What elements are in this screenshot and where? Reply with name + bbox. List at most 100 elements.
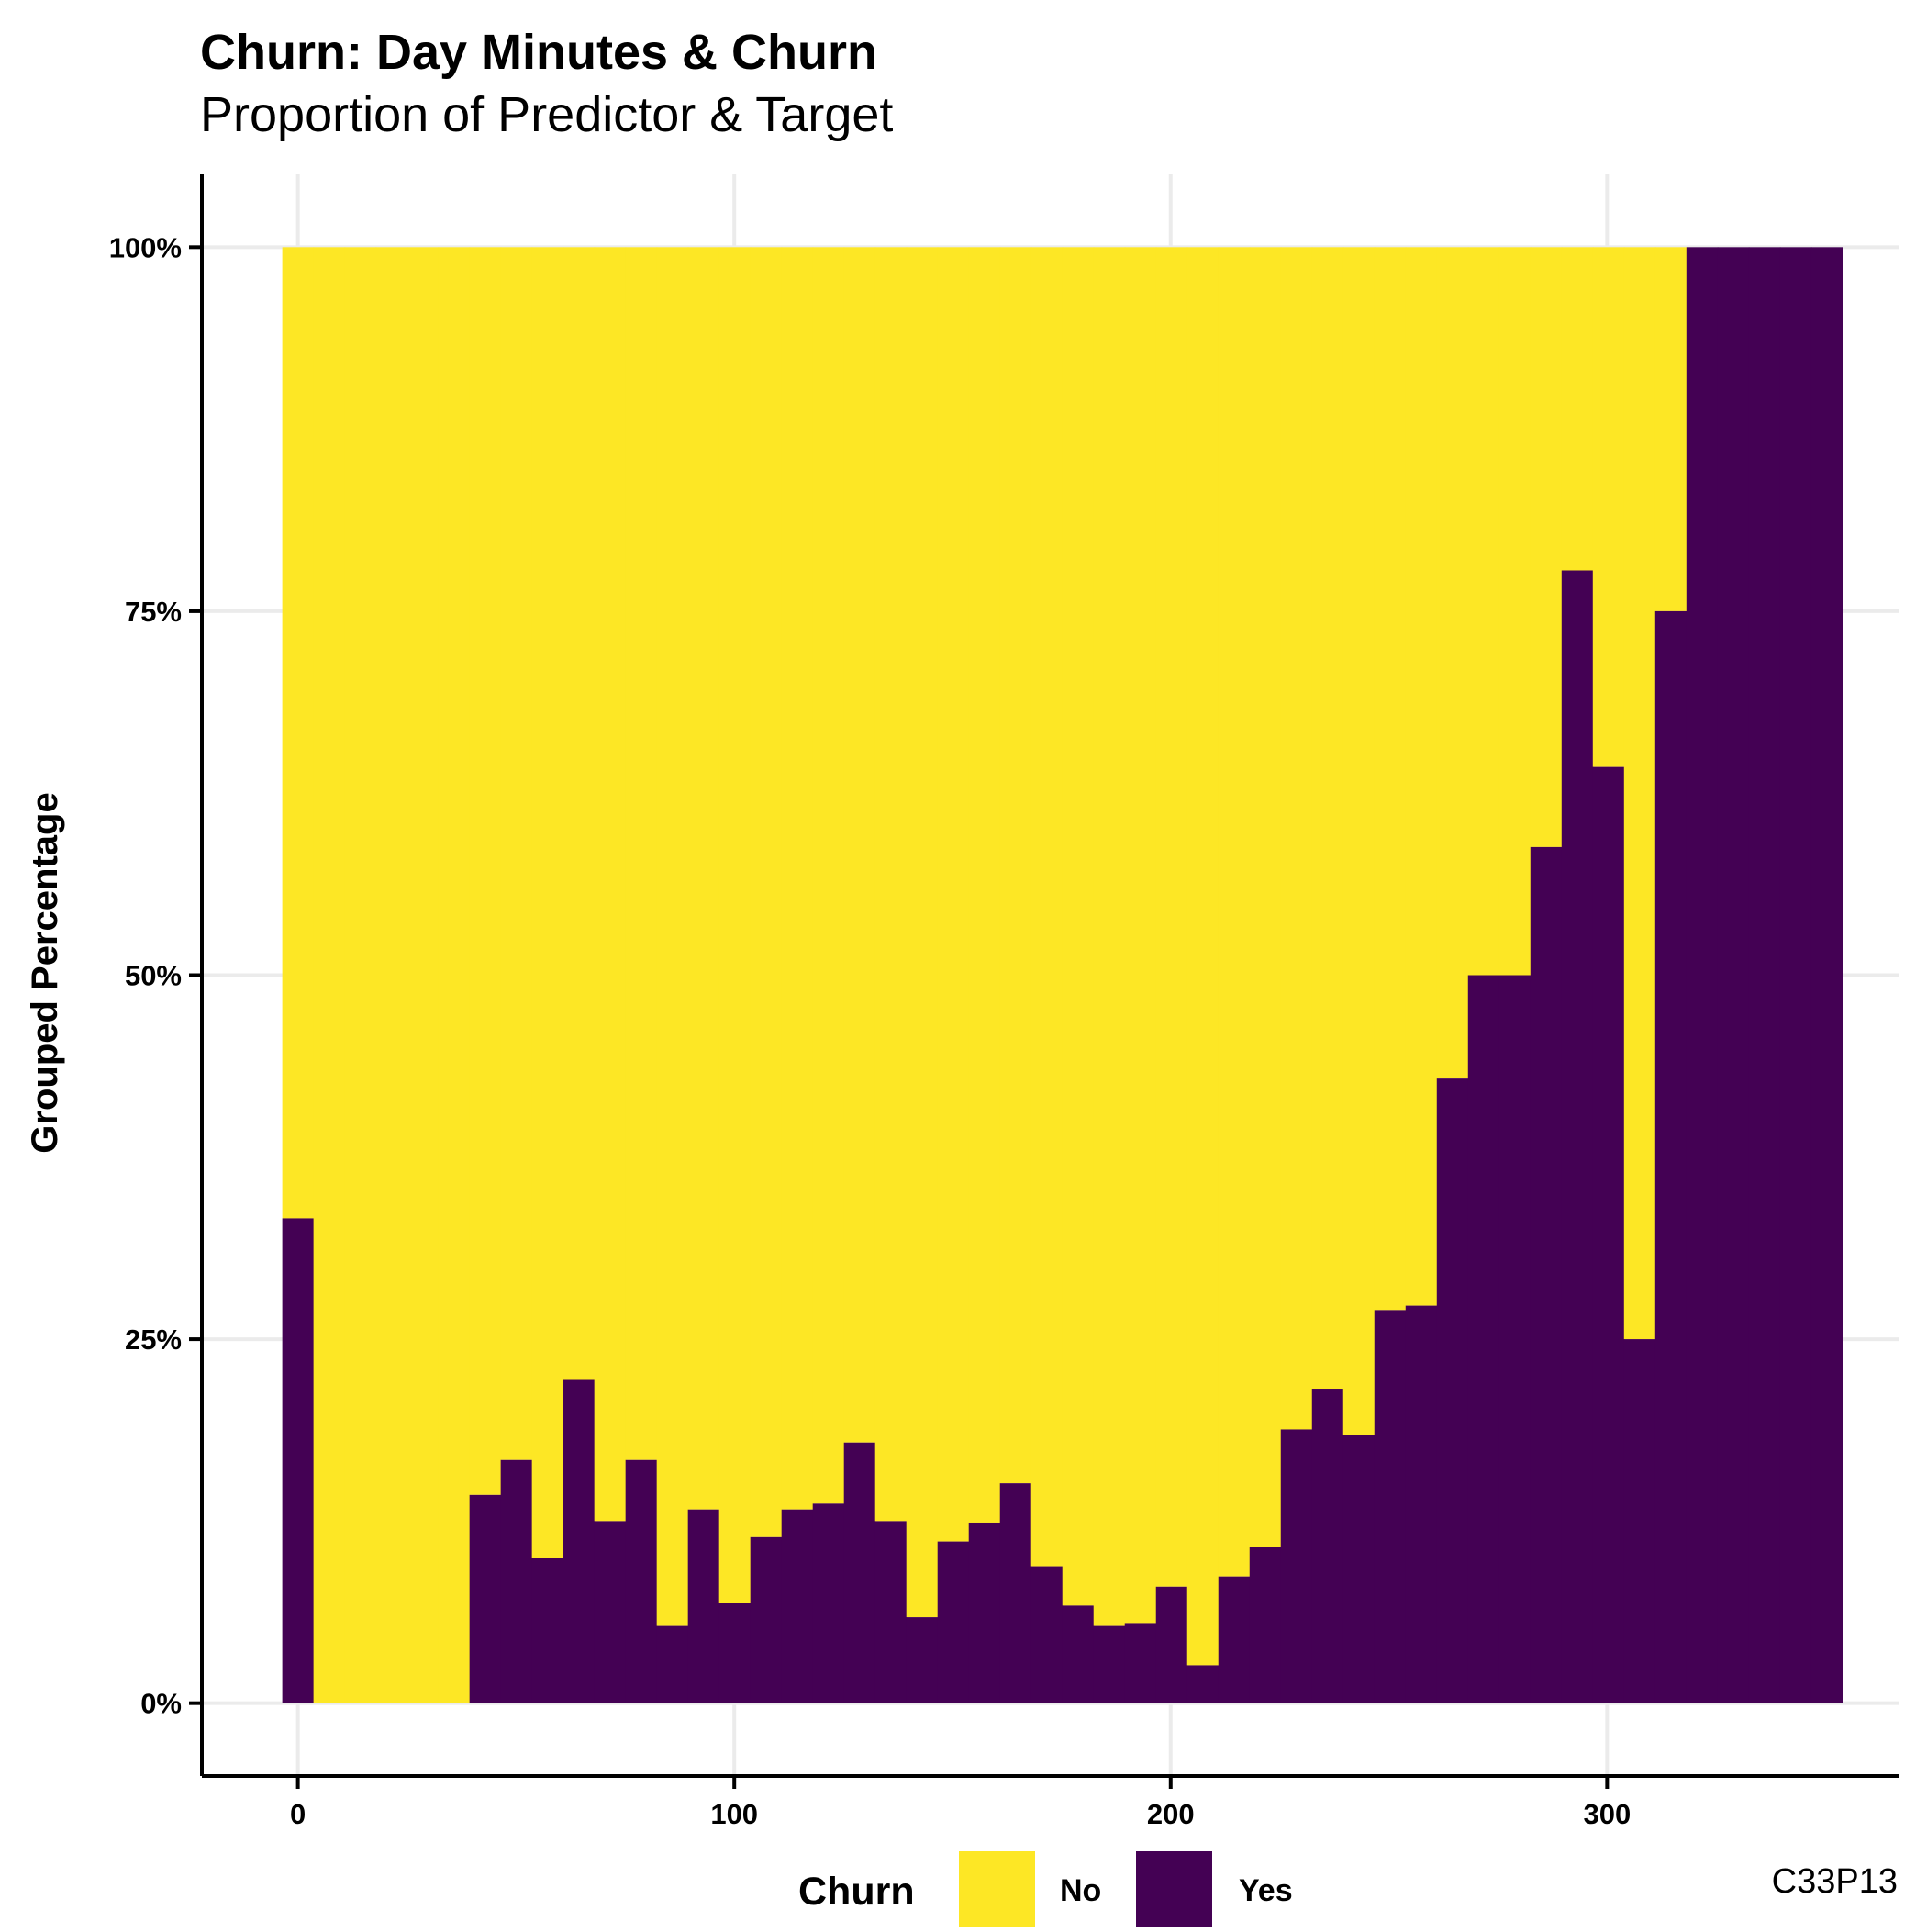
bar-no-15	[750, 247, 783, 1537]
legend-swatch-yes	[1136, 1851, 1212, 1927]
bar-no-28	[1155, 247, 1188, 1587]
y-tick-label-3: 75%	[125, 596, 182, 628]
bar-no-5	[438, 247, 471, 1703]
bar-yes-27	[1124, 1623, 1157, 1703]
bar-yes-30	[1218, 1576, 1251, 1703]
bar-yes-18	[843, 1442, 876, 1703]
bar-no-24	[1030, 247, 1064, 1567]
legend-swatch-no	[959, 1851, 1035, 1927]
bar-yes-44	[1654, 610, 1688, 1703]
bar-yes-25	[1062, 1605, 1095, 1703]
bar-yes-39	[1498, 975, 1532, 1703]
bar-yes-19	[874, 1521, 908, 1703]
bar-yes-36	[1405, 1305, 1438, 1703]
bar-no-18	[843, 247, 876, 1443]
legend-label-no: No	[1060, 1873, 1101, 1908]
bar-yes-12	[656, 1625, 689, 1703]
bar-no-16	[781, 247, 814, 1510]
bar-no-37	[1436, 247, 1469, 1079]
bar-no-3	[375, 247, 408, 1703]
bar-yes-31	[1249, 1547, 1282, 1703]
bar-no-0	[282, 247, 315, 1219]
bar-no-31	[1249, 247, 1282, 1547]
bar-no-7	[500, 247, 533, 1460]
bar-no-9	[563, 247, 596, 1380]
y-tick-label-4: 100%	[109, 231, 182, 263]
bar-yes-35	[1374, 1310, 1407, 1703]
bar-no-19	[874, 247, 908, 1522]
bar-yes-26	[1093, 1625, 1126, 1703]
bar-no-25	[1062, 247, 1095, 1606]
bar-yes-32	[1280, 1429, 1313, 1703]
bar-no-11	[625, 247, 658, 1460]
y-tick-label-2: 50%	[125, 960, 182, 992]
bar-yes-45	[1686, 247, 1719, 1703]
bar-yes-10	[594, 1521, 627, 1703]
y-tick-label-1: 25%	[125, 1323, 182, 1356]
x-tick-label-2: 200	[1147, 1798, 1195, 1830]
bar-no-44	[1654, 247, 1688, 611]
bar-no-29	[1186, 247, 1220, 1666]
x-tick-label-1: 100	[710, 1798, 758, 1830]
bar-no-6	[469, 247, 502, 1495]
ticks-layer: 0% 25% 50% 75% 100% 0 100 200 300	[109, 231, 1632, 1830]
bar-no-14	[718, 247, 752, 1603]
bar-no-21	[937, 247, 970, 1542]
legend: Churn No Yes	[798, 1851, 1293, 1927]
bar-yes-46	[1717, 247, 1750, 1703]
bar-yes-16	[781, 1509, 814, 1703]
bar-yes-33	[1311, 1389, 1344, 1703]
bar-yes-28	[1155, 1586, 1188, 1703]
bar-yes-21	[937, 1541, 970, 1703]
chart-title: Churn: Day Minutes & Churn	[200, 25, 877, 80]
bar-yes-0	[282, 1218, 315, 1703]
bar-yes-48	[1779, 247, 1812, 1703]
bar-yes-14	[718, 1603, 752, 1703]
bar-yes-34	[1342, 1435, 1376, 1703]
y-tick-label-0: 0%	[140, 1688, 182, 1720]
x-tick-label-3: 300	[1583, 1798, 1631, 1830]
bar-no-39	[1498, 247, 1532, 976]
bar-yes-24	[1030, 1566, 1064, 1703]
bar-no-12	[656, 247, 689, 1626]
bar-yes-29	[1186, 1665, 1220, 1703]
bar-yes-22	[968, 1522, 1001, 1703]
bars-layer	[282, 247, 1843, 1703]
bar-yes-42	[1592, 766, 1625, 1703]
legend-title: Churn	[798, 1870, 915, 1914]
bar-yes-40	[1530, 846, 1563, 1703]
bar-yes-37	[1436, 1078, 1469, 1703]
bar-yes-17	[812, 1503, 845, 1703]
bar-no-34	[1342, 247, 1376, 1435]
bar-yes-8	[531, 1558, 564, 1703]
bar-yes-13	[687, 1509, 720, 1703]
bar-no-1	[313, 247, 346, 1703]
bar-no-32	[1280, 247, 1313, 1430]
bar-no-8	[531, 247, 564, 1558]
bar-yes-47	[1748, 247, 1781, 1703]
chart-subtitle: Proportion of Predictor & Target	[200, 87, 893, 142]
bar-yes-23	[999, 1483, 1032, 1703]
bar-no-17	[812, 247, 845, 1504]
bar-yes-20	[906, 1617, 939, 1703]
bar-yes-41	[1561, 570, 1594, 1703]
bar-no-42	[1592, 247, 1625, 767]
bar-no-36	[1405, 247, 1438, 1306]
bar-no-33	[1311, 247, 1344, 1390]
bar-no-20	[906, 247, 939, 1618]
bar-no-22	[968, 247, 1001, 1523]
bar-no-13	[687, 247, 720, 1510]
bar-yes-9	[563, 1379, 596, 1703]
bar-no-35	[1374, 247, 1407, 1311]
bar-yes-7	[500, 1459, 533, 1703]
x-tick-label-0: 0	[290, 1798, 306, 1830]
bar-no-27	[1124, 247, 1157, 1624]
bar-yes-15	[750, 1536, 783, 1703]
bar-no-2	[344, 247, 377, 1703]
bar-yes-49	[1810, 247, 1843, 1703]
chart-caption: C33P13	[1772, 1862, 1898, 1901]
bar-yes-6	[469, 1494, 502, 1703]
y-axis-title: Grouped Percentage	[25, 792, 65, 1153]
bar-no-43	[1623, 247, 1656, 1340]
